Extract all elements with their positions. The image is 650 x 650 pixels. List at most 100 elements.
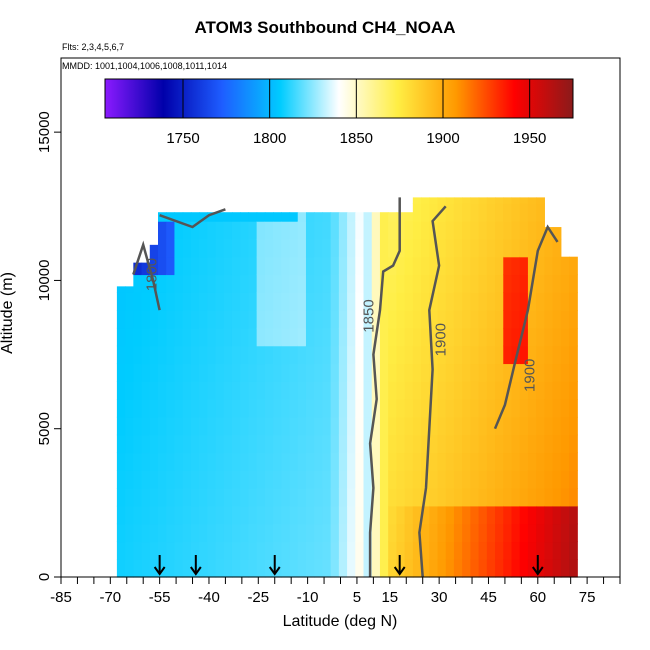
field-cell	[495, 541, 504, 560]
y-tick-label: 5000	[36, 412, 53, 445]
field-cell	[379, 238, 389, 258]
field-cell	[133, 523, 143, 543]
field-cell	[371, 238, 381, 258]
field-cell	[281, 292, 291, 311]
field-cell	[347, 470, 356, 489]
field-cell	[314, 559, 324, 578]
field-cell	[495, 434, 504, 454]
field-cell	[544, 505, 554, 525]
field-cell	[273, 238, 282, 258]
field-cell	[289, 310, 299, 329]
field-cell	[149, 345, 159, 365]
field-cell	[231, 488, 241, 507]
field-cell	[470, 238, 480, 258]
field-cell	[363, 488, 373, 507]
field-cell	[486, 363, 496, 382]
field-cell	[478, 488, 488, 507]
x-tick-label: -70	[99, 589, 121, 606]
field-cell	[223, 416, 233, 436]
field-cell	[330, 310, 340, 329]
field-cell	[371, 345, 381, 365]
field-cell	[511, 505, 521, 525]
field-cell	[453, 452, 463, 471]
field-cell	[453, 399, 463, 418]
field-cell	[223, 345, 233, 365]
field-cell	[338, 327, 348, 347]
field-cell	[355, 327, 365, 347]
field-cell	[338, 399, 348, 418]
field-cell	[330, 274, 340, 293]
field-cell	[379, 505, 389, 525]
field-cell	[355, 221, 365, 240]
field-cell	[421, 523, 430, 543]
x-tick-label: -40	[198, 589, 220, 606]
field-cell	[363, 238, 373, 258]
field-cell	[133, 381, 143, 400]
field-cell	[347, 416, 356, 436]
field-cell	[371, 292, 381, 311]
field-cell	[174, 452, 184, 471]
field-cell	[453, 559, 463, 578]
field-cell	[544, 381, 554, 400]
field-cell	[141, 416, 151, 436]
field-cell	[404, 221, 414, 240]
field-cell	[338, 488, 348, 507]
field-cell	[297, 541, 307, 560]
field-cell	[281, 256, 291, 276]
field-cell	[174, 274, 184, 293]
field-cell	[116, 452, 126, 471]
field-cell	[305, 452, 315, 471]
field-cell	[256, 381, 266, 400]
field-cell	[330, 488, 340, 507]
field-cell	[388, 212, 397, 222]
field-cell	[166, 399, 176, 418]
field-cell	[158, 505, 167, 525]
field-cell	[330, 327, 340, 347]
field-cell	[437, 452, 447, 471]
field-cell	[379, 310, 389, 329]
field-cell	[199, 345, 208, 365]
field-cell	[199, 363, 208, 382]
field-cell	[536, 541, 545, 560]
field-cell	[462, 452, 471, 471]
field-cell	[347, 212, 356, 222]
field-cell	[281, 345, 291, 365]
field-cell	[207, 292, 217, 311]
field-cell	[125, 523, 134, 543]
field-cell	[421, 274, 430, 293]
field-cell	[388, 292, 397, 311]
field-cell	[470, 292, 480, 311]
field-cell	[470, 416, 480, 436]
field-cell	[355, 505, 365, 525]
field-cell	[486, 238, 496, 258]
field-cell	[519, 505, 529, 525]
field-cell	[240, 363, 250, 382]
field-cell	[486, 416, 496, 436]
colorbar-tick-label: 1800	[253, 130, 286, 147]
field-cell	[182, 310, 192, 329]
field-cell	[462, 488, 471, 507]
field-cell	[215, 256, 225, 276]
flight-markers	[153, 555, 544, 576]
field-cell	[503, 399, 513, 418]
field-cell	[297, 345, 307, 365]
field-cell	[158, 488, 167, 507]
field-cell	[511, 470, 521, 489]
field-cell	[281, 434, 291, 454]
field-cell	[445, 345, 455, 365]
field-cell	[240, 310, 250, 329]
field-cell	[133, 274, 143, 293]
field-cell	[371, 416, 381, 436]
field-cell	[338, 470, 348, 489]
field-cell	[519, 559, 529, 578]
field-cell	[503, 221, 513, 240]
field-cell	[536, 523, 545, 543]
field-cell	[207, 327, 217, 347]
field-cell	[569, 434, 578, 454]
field-cell	[133, 292, 143, 311]
field-cell	[141, 399, 151, 418]
field-cell	[379, 292, 389, 311]
field-cell	[388, 452, 397, 471]
field-cell	[388, 505, 397, 525]
field-cell	[215, 416, 225, 436]
